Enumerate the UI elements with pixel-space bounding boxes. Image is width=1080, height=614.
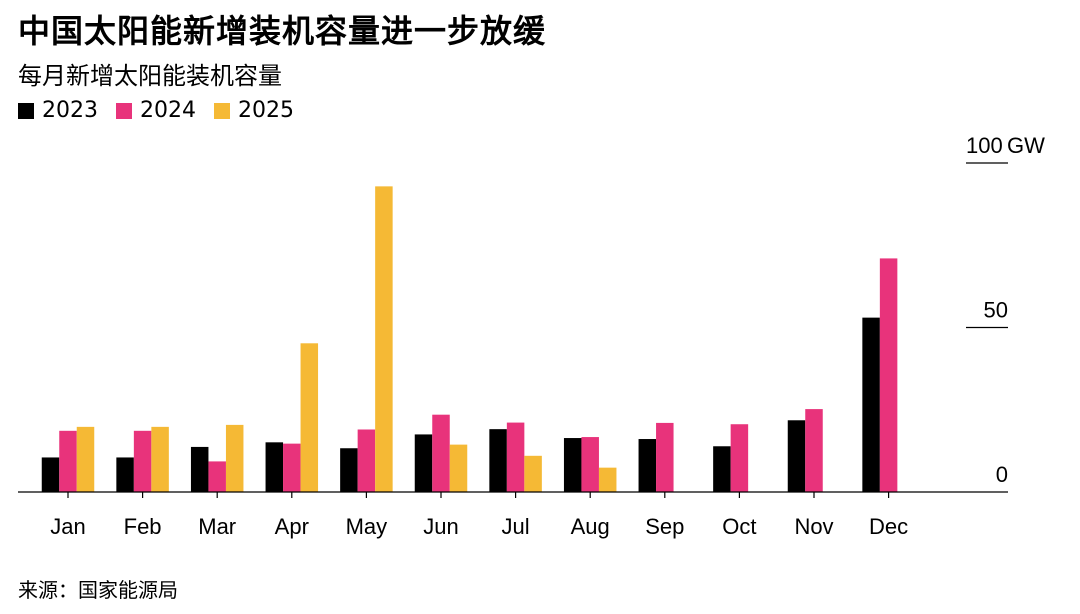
bar-2024-feb xyxy=(133,430,152,492)
bar-2025-aug xyxy=(598,467,617,492)
bar-2023-jul xyxy=(489,429,507,492)
legend-item-2025: 2025 xyxy=(214,98,294,123)
bar-2023-jun xyxy=(414,434,433,492)
bar-2023-dec xyxy=(862,317,880,492)
bar-2024-aug xyxy=(581,437,599,492)
y-tick-label-50: 50 xyxy=(984,298,1008,323)
x-tick-label-apr: Apr xyxy=(275,514,309,539)
legend-label-2023: 2023 xyxy=(42,98,98,123)
bar-2025-jul xyxy=(524,455,542,492)
y-unit-label: GW xyxy=(1007,133,1045,158)
x-tick-label-oct: Oct xyxy=(722,514,756,539)
chart-subtitle: 每月新增太阳能装机容量 xyxy=(18,62,282,90)
bar-2023-jan xyxy=(41,457,60,492)
legend-swatch-2025 xyxy=(214,102,230,119)
bar-2023-aug xyxy=(563,438,582,492)
bar-2024-may xyxy=(357,429,376,492)
bar-2023-feb xyxy=(116,457,134,492)
legend-label-2024: 2024 xyxy=(140,98,196,123)
x-tick-label-mar: Mar xyxy=(198,514,236,539)
bar-2025-mar xyxy=(225,424,244,492)
x-tick-label-feb: Feb xyxy=(124,514,162,539)
legend-label-2025: 2025 xyxy=(238,98,294,123)
legend-swatch-2023 xyxy=(18,102,34,119)
bar-2025-jan xyxy=(76,426,95,492)
source-note: 来源：国家能源局 xyxy=(18,578,178,602)
y-tick-label-100: 100 xyxy=(966,133,1003,158)
bar-2024-sep xyxy=(656,422,674,492)
x-tick-label-jan: Jan xyxy=(50,514,85,539)
legend-item-2023: 2023 xyxy=(18,98,98,123)
chart-title: 中国太阳能新增装机容量进一步放缓 xyxy=(18,12,547,50)
bar-2024-mar xyxy=(208,461,226,492)
bar-2025-feb xyxy=(151,426,169,492)
bar-2024-oct xyxy=(730,424,749,492)
x-tick-label-jun: Jun xyxy=(423,514,458,539)
bar-2023-may xyxy=(340,448,358,492)
bar-2023-sep xyxy=(638,439,657,492)
bar-2023-mar xyxy=(190,446,209,492)
x-tick-label-nov: Nov xyxy=(794,514,833,539)
bar-2023-oct xyxy=(713,446,731,492)
bar-2024-apr xyxy=(283,443,301,492)
x-tick-label-aug: Aug xyxy=(571,514,610,539)
bar-2023-apr xyxy=(265,442,284,492)
bar-2024-dec xyxy=(879,258,898,492)
bar-2025-apr xyxy=(300,343,319,492)
legend-item-2024: 2024 xyxy=(116,98,196,123)
x-tick-label-may: May xyxy=(346,514,388,539)
y-tick-label-0: 0 xyxy=(996,462,1008,487)
bar-2023-nov xyxy=(787,420,806,492)
legend-swatch-2024 xyxy=(116,102,132,119)
x-tick-label-dec: Dec xyxy=(869,514,908,539)
bar-2024-jan xyxy=(59,430,77,492)
bar-2025-may xyxy=(375,186,393,492)
x-tick-label-jul: Jul xyxy=(502,514,530,539)
legend: 2023 2024 2025 xyxy=(18,98,294,123)
bar-2025-jun xyxy=(449,444,468,492)
x-tick-label-sep: Sep xyxy=(645,514,684,539)
bar-2024-jul xyxy=(506,422,525,492)
bar-2024-jun xyxy=(432,414,450,492)
bar-2024-nov xyxy=(805,409,823,492)
